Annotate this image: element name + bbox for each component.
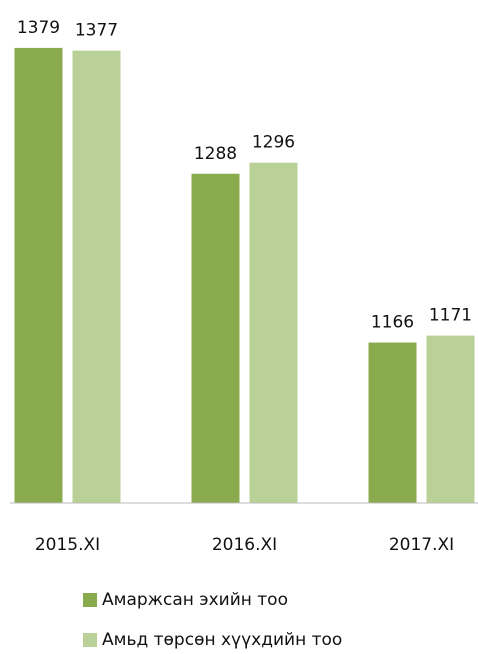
x-tick-label: 2015.XI: [35, 535, 100, 555]
bar: [72, 50, 121, 504]
legend-swatch: [83, 633, 97, 647]
value-label: 1288: [194, 144, 237, 164]
bar: [249, 162, 298, 503]
bar: [191, 173, 240, 503]
value-label: 1296: [252, 133, 295, 153]
bar: [426, 335, 475, 503]
value-label: 1379: [17, 18, 60, 38]
legend-label: Амаржсан эхийн тоо: [102, 590, 288, 610]
bar: [14, 47, 63, 504]
x-tick-label: 2017.XI: [389, 535, 454, 555]
x-tick-label: 2016.XI: [212, 535, 277, 555]
value-label: 1377: [75, 21, 118, 41]
value-label: 1171: [429, 306, 472, 326]
legend-swatch: [83, 593, 97, 607]
value-label: 1166: [371, 313, 414, 333]
bar: [368, 342, 417, 503]
legend-label: Амьд төрсөн хүүхдийн тоо: [102, 630, 342, 650]
